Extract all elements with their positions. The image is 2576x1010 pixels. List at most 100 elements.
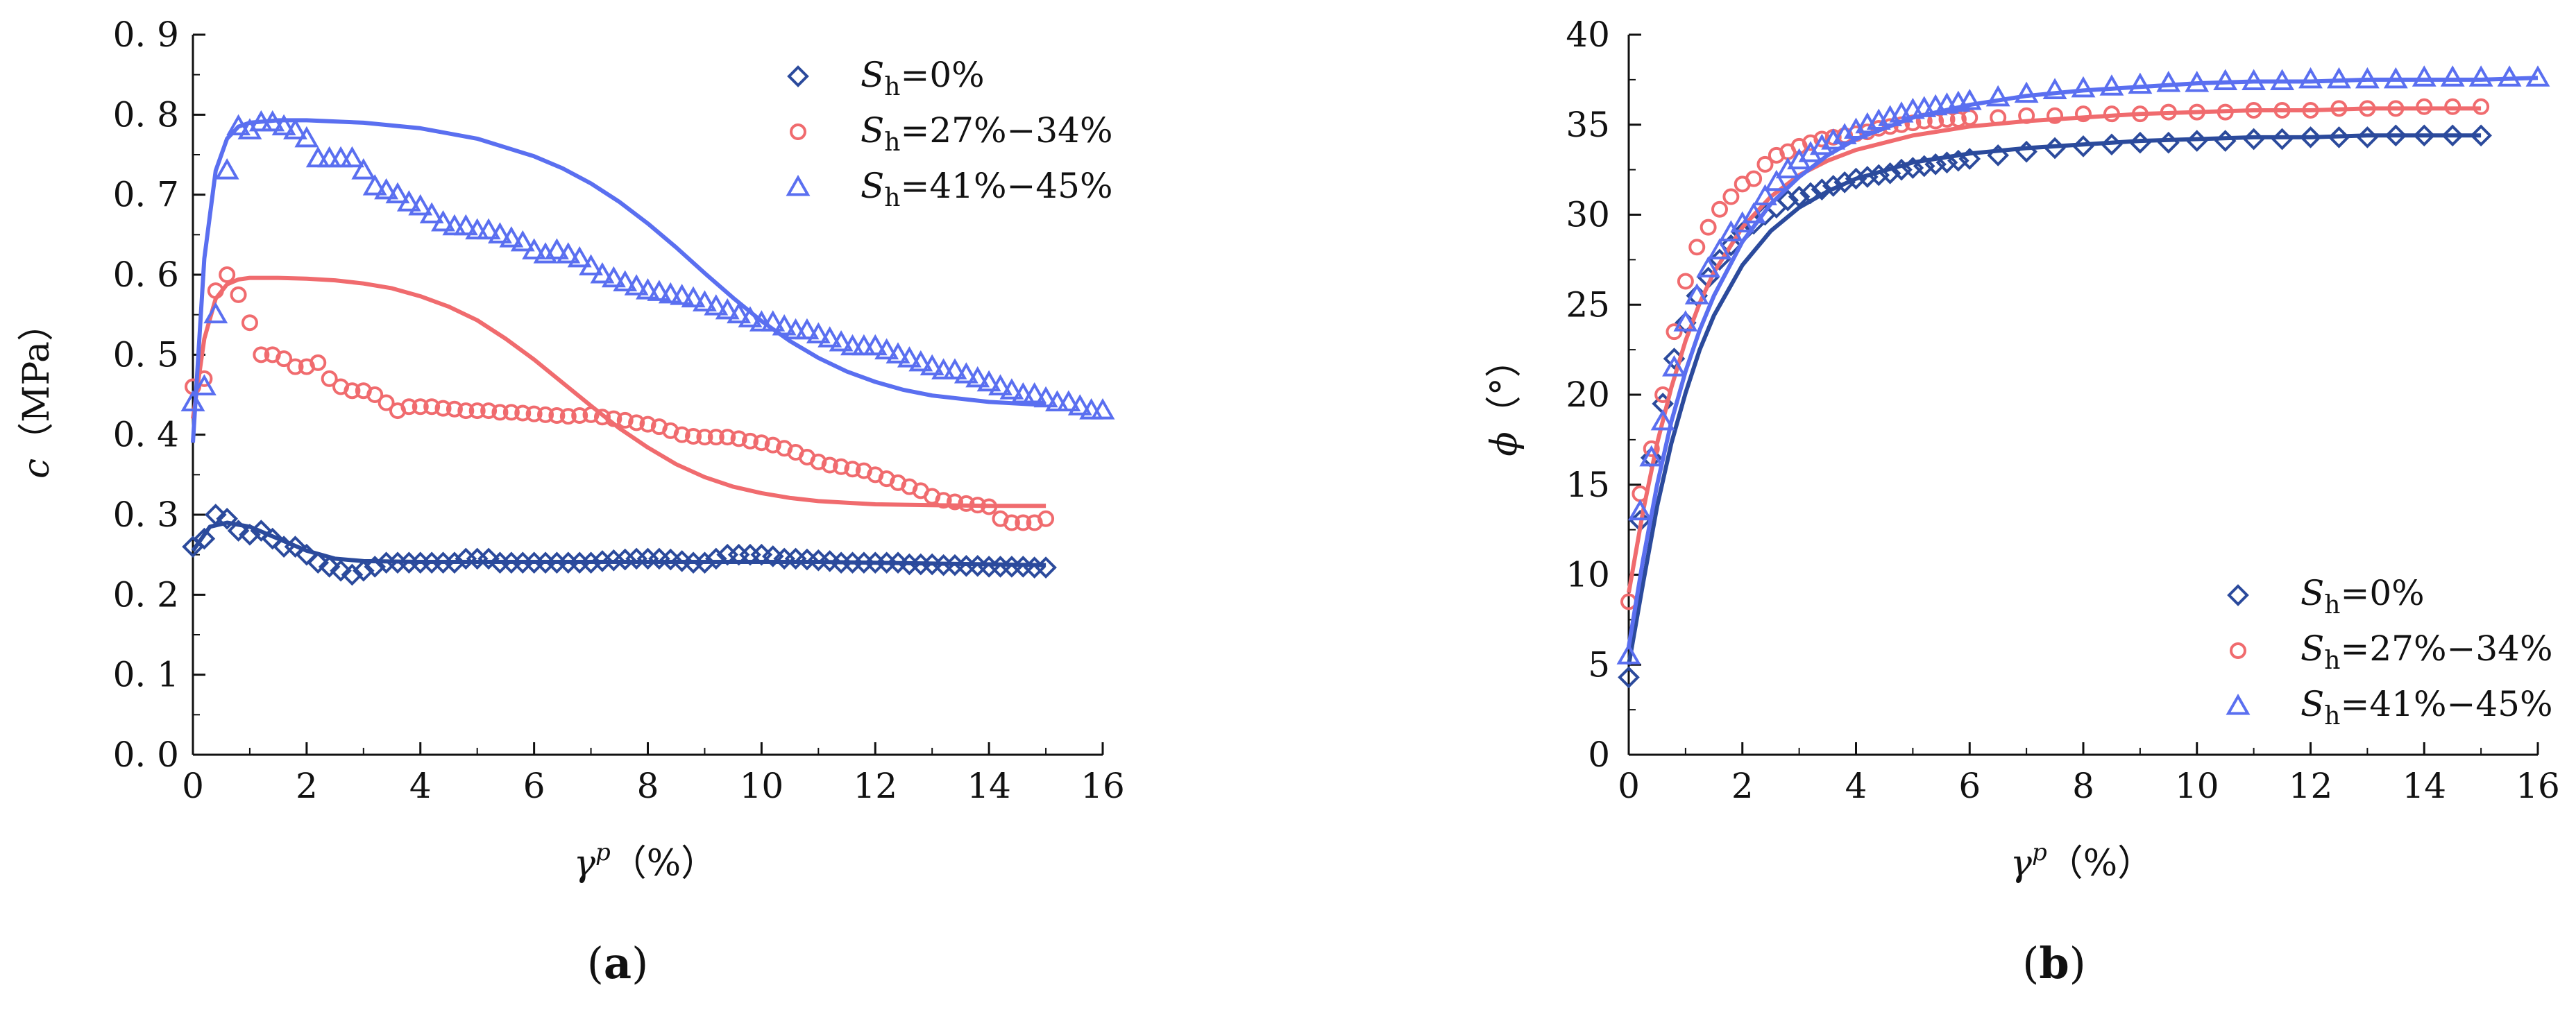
data-point-a-2: [772, 314, 797, 336]
data-point-b-1: [2103, 105, 2120, 123]
data-point-a-1: [219, 266, 236, 283]
data-point-a-2: [1079, 398, 1104, 420]
data-point-a-2: [385, 182, 410, 204]
data-point-a-1: [537, 406, 554, 423]
data-point-b-2: [1696, 256, 1721, 277]
svg-text:Sh=27%−34%: Sh=27%−34%: [2300, 628, 2553, 675]
data-point-b-2: [1753, 184, 1777, 206]
data-point-a-2: [1067, 394, 1092, 416]
data-point-b-0: [2185, 130, 2208, 152]
data-point-a-1: [753, 434, 770, 452]
data-point-a-1: [833, 458, 850, 475]
data-point-a-1: [412, 398, 429, 416]
data-point-b-0: [1987, 144, 2010, 166]
data-point-b-2: [2298, 67, 2323, 89]
data-point-a-2: [874, 338, 899, 360]
data-point-a-2: [317, 146, 342, 168]
data-point-a-1: [491, 404, 509, 421]
data-point-b-1: [2302, 101, 2319, 119]
data-point-b-0: [2299, 126, 2322, 148]
data-point-a-2: [761, 310, 786, 332]
y-tick-label-b: 30: [1566, 195, 1610, 235]
data-point-b-1: [2245, 101, 2262, 119]
data-point-b-1: [2018, 107, 2035, 124]
data-point-b-0: [2470, 124, 2492, 147]
data-point-a-1: [935, 492, 952, 509]
data-point-a-2: [567, 246, 592, 268]
x-tick-label-b: 16: [2516, 766, 2560, 806]
data-point-b-1: [1711, 200, 1728, 218]
data-point-b-2: [1639, 445, 1664, 467]
data-point-b-2: [2383, 67, 2408, 89]
data-point-a-1: [378, 394, 395, 411]
data-point-a-1: [344, 382, 361, 400]
data-point-a-1: [821, 456, 838, 474]
data-point-b-0: [1845, 167, 1867, 190]
legend-item-a-0: Sh=0%: [787, 55, 985, 101]
data-point-a-2: [453, 214, 478, 236]
data-point-b-1: [1722, 188, 1740, 205]
x-tick-label-b: 0: [1618, 766, 1640, 806]
x-tick-label-b: 8: [2072, 766, 2094, 806]
data-point-b-0: [1777, 189, 1799, 212]
y-axis-label-b: ϕ（°）: [1484, 341, 1525, 456]
data-point-b-0: [2072, 135, 2094, 157]
data-point-a-1: [639, 416, 656, 433]
data-point-b-2: [2440, 65, 2465, 87]
data-point-a-1: [593, 409, 611, 426]
x-tick-label-b: 4: [1845, 766, 1867, 806]
data-point-b-2: [2099, 74, 2124, 96]
data-point-b-0: [2044, 137, 2066, 160]
data-point-a-0: [318, 556, 341, 578]
data-point-a-2: [692, 290, 717, 311]
data-point-a-2: [795, 318, 820, 340]
data-point-a-2: [556, 242, 581, 264]
series-b-2: [1616, 65, 2550, 665]
x-tick-label-a: 8: [637, 766, 659, 806]
data-point-a-2: [681, 286, 706, 308]
data-point-b-0: [2015, 140, 2037, 163]
data-point-a-1: [582, 406, 600, 423]
data-point-a-0: [330, 559, 352, 582]
x-tick-label-b: 12: [2289, 766, 2333, 806]
legend-marker-a-1: [790, 123, 806, 140]
data-point-b-0: [1811, 178, 1833, 200]
legend-marker-b-2: [2226, 693, 2251, 715]
fit-curve-a-1: [191, 275, 1046, 508]
data-point-b-0: [1935, 151, 1958, 174]
data-point-a-1: [719, 429, 736, 446]
data-point-b-0: [1799, 182, 1822, 205]
data-point-b-2: [2128, 72, 2153, 94]
data-point-a-0: [364, 556, 387, 578]
y-tick-label-a: 0. 3: [113, 495, 179, 535]
data-point-a-1: [434, 400, 452, 417]
y-tick-label-a: 0. 6: [113, 255, 179, 295]
data-point-a-0: [239, 524, 261, 546]
data-point-a-1: [468, 402, 486, 420]
data-point-b-2: [2468, 65, 2493, 87]
legend-a: Sh=0% Sh=27%−34% Sh=41%−45%: [786, 55, 1113, 212]
data-point-b-1: [2330, 100, 2348, 117]
data-point-b-1: [1666, 323, 1683, 341]
data-point-a-2: [999, 378, 1024, 400]
data-point-b-0: [2413, 124, 2436, 147]
x-tick-label-a: 2: [296, 766, 318, 806]
data-point-a-2: [704, 294, 729, 316]
data-point-a-1: [559, 408, 577, 425]
y-tick-label-b: 5: [1588, 644, 1610, 685]
x-tick-label-a: 16: [1081, 766, 1125, 806]
data-point-b-2: [2014, 81, 2039, 103]
y-tick-label-b: 10: [1566, 555, 1610, 595]
data-point-b-0: [2157, 131, 2180, 154]
data-point-a-0: [307, 551, 330, 574]
data-point-a-1: [1003, 514, 1020, 531]
data-point-b-0: [2441, 124, 2464, 147]
y-tick-label-b: 0: [1588, 735, 1610, 775]
x-tick-label-a: 0: [182, 766, 204, 806]
data-point-a-2: [624, 274, 649, 296]
data-point-a-2: [339, 146, 364, 168]
data-point-b-0: [1833, 171, 1856, 194]
data-point-a-2: [305, 146, 330, 168]
data-point-b-2: [2326, 67, 2351, 89]
